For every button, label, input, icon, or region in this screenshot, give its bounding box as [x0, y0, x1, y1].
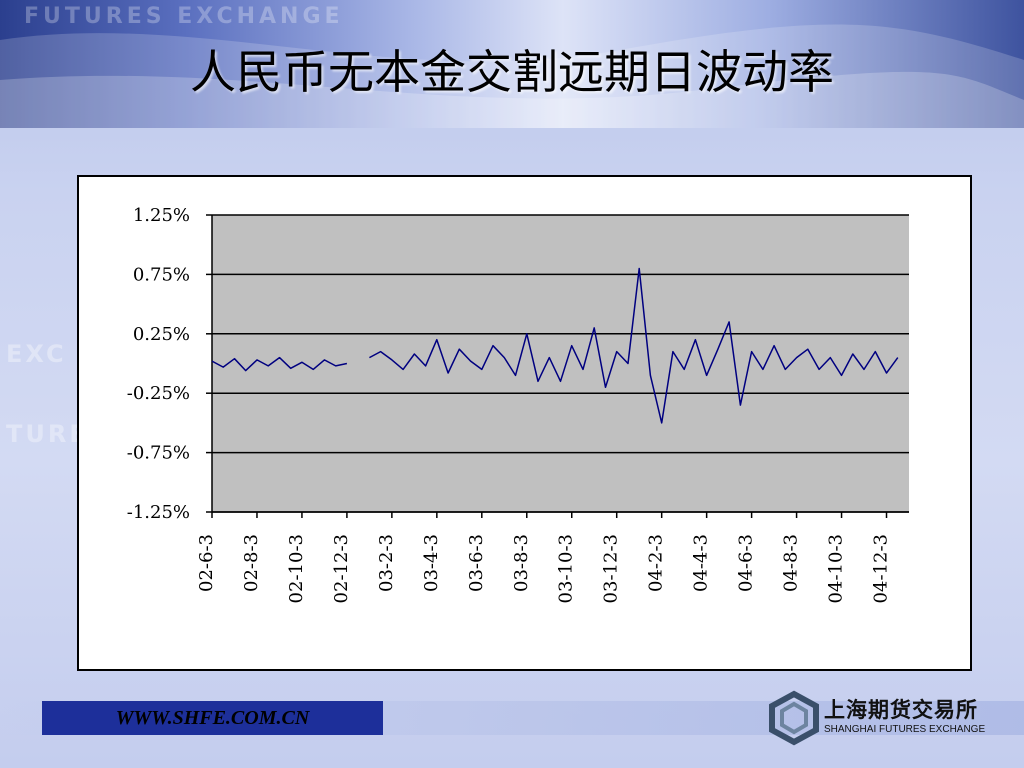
series-line [211, 356, 348, 372]
header-wave-decoration [0, 24, 1024, 128]
x-tick-label: 03-4-3 [421, 534, 442, 592]
x-tick-label: 02-8-3 [241, 534, 262, 592]
website-link[interactable]: WWW.SHFE.COM.CN [115, 707, 310, 729]
x-tick-label: 03-10-3 [556, 534, 577, 603]
plot-area [212, 215, 909, 512]
x-tick-label: 04-12-3 [871, 534, 892, 603]
y-tick-label: -0.25% [127, 383, 190, 404]
x-tick-label: 02-12-3 [331, 534, 352, 603]
volatility-chart: 1.25% 0.75% 0.25% -0.25% -0.75% -1.25% 02-6-3 0… [127, 205, 909, 603]
header-banner: FUTURES EXCHANGE 人民币无本金交割远期日波动率 [0, 0, 1024, 128]
y-tick-label: 1.25% [133, 205, 190, 226]
x-tick-label: 04-4-3 [691, 534, 712, 592]
footer-url-box[interactable]: WWW.SHFE.COM.CN [42, 701, 383, 735]
x-tick-label: 03-12-3 [601, 534, 622, 603]
logo-chinese-name: 上海期货交易所 [824, 697, 978, 722]
y-tick-label: 0.25% [133, 324, 190, 345]
y-tick-label: -0.75% [127, 443, 190, 464]
y-tick-label: -1.25% [127, 502, 190, 523]
page-title: 人民币无本金交割远期日波动率 [190, 45, 834, 99]
chart-frame: 1.25% 0.75% 0.25% -0.25% -0.75% -1.25% 02-6-3 0… [77, 175, 972, 671]
y-tick-label: 0.75% [133, 264, 190, 285]
x-tick-label: 03-6-3 [466, 534, 487, 592]
logo-english-name: SHANGHAI FUTURES EXCHANGE [824, 724, 986, 735]
header-watermark: FUTURES EXCHANGE [24, 4, 344, 29]
x-tick-label: 02-6-3 [196, 534, 217, 592]
x-tick-label: 04-6-3 [736, 534, 757, 592]
x-tick-label: 02-10-3 [286, 534, 307, 603]
side-watermark: EXC [6, 340, 67, 368]
side-watermark: TURE [6, 420, 89, 448]
shfe-logo: 上海期货交易所 SHANGHAI FUTURES EXCHANGE [766, 690, 985, 746]
x-tick-label: 04-10-3 [826, 534, 847, 603]
series-line [369, 267, 899, 424]
shfe-emblem-icon [769, 690, 819, 746]
x-tick-label: 03-8-3 [511, 534, 532, 592]
x-tick-label: 04-8-3 [781, 534, 802, 592]
x-tick-label: 03-2-3 [376, 534, 397, 592]
x-tick-label: 04-2-3 [646, 534, 667, 592]
